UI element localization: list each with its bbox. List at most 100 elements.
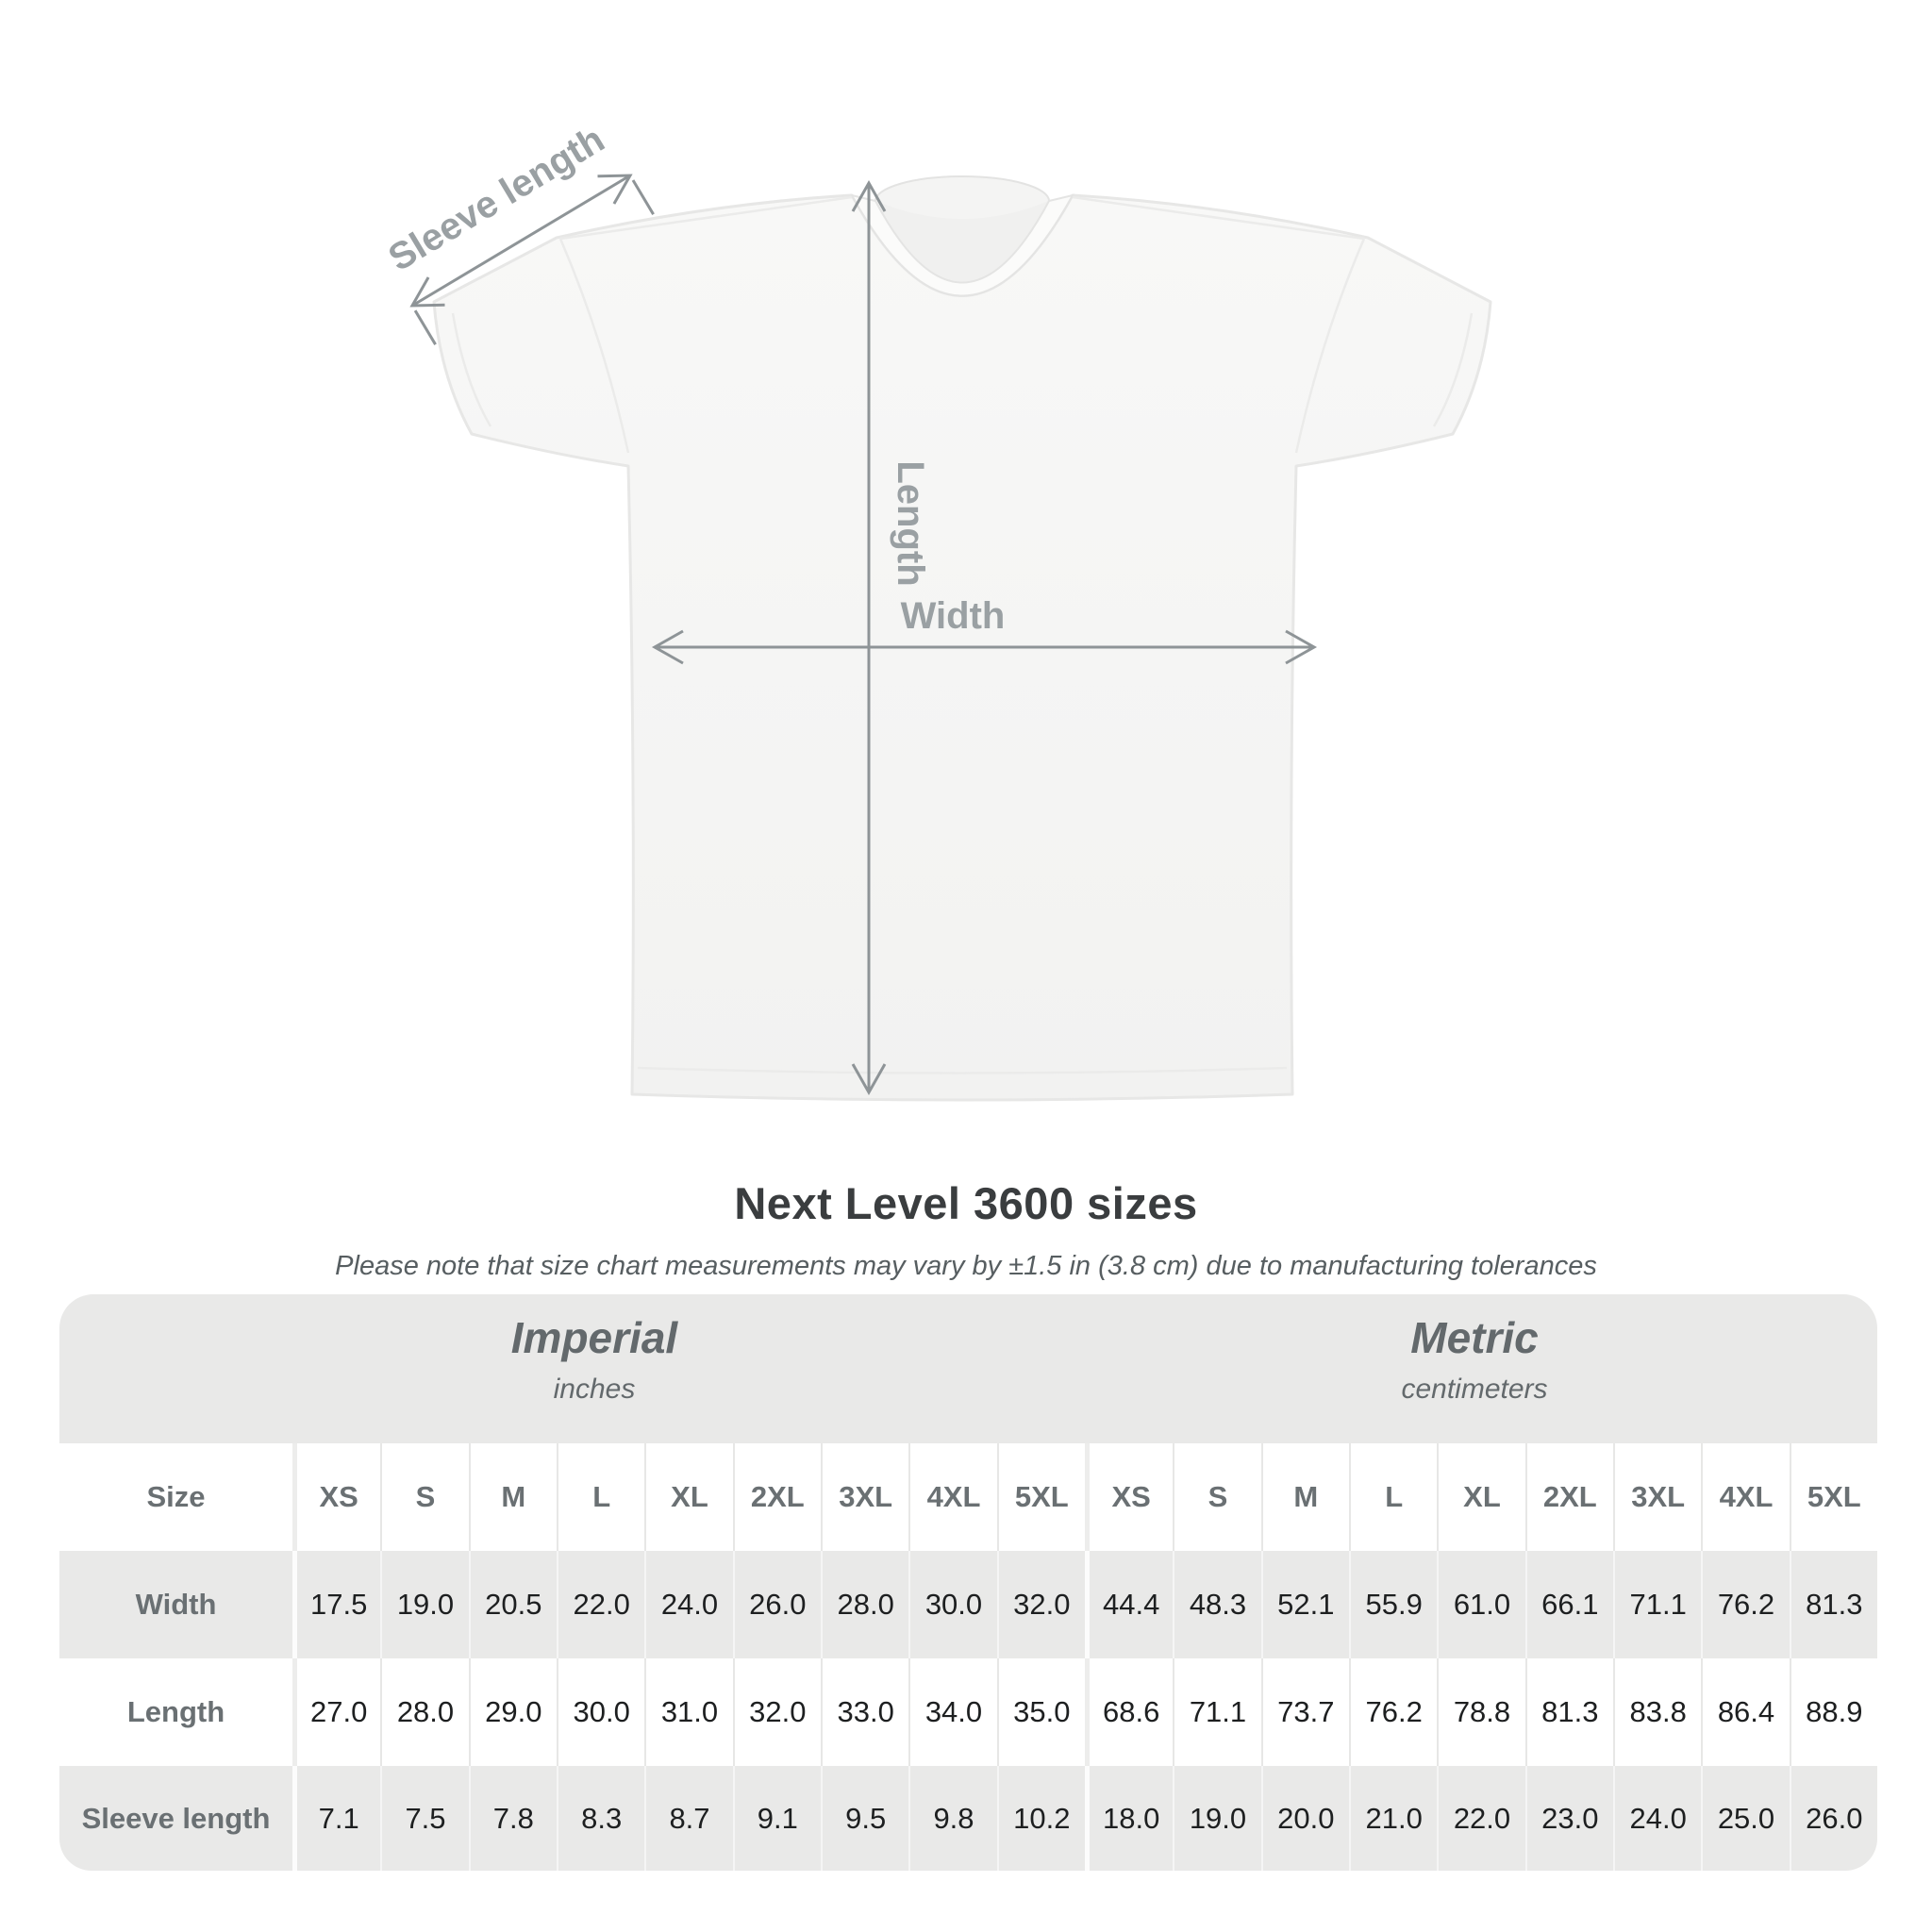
size-header-imperial-3xl: 3XL: [821, 1443, 908, 1551]
value-metric-l: 55.9: [1349, 1551, 1437, 1658]
width-label: Width: [901, 595, 1006, 637]
value-imperial-m: 20.5: [468, 1551, 557, 1658]
size-header-metric-3xl: 3XL: [1613, 1443, 1701, 1551]
size-header-imperial-4xl: 4XL: [908, 1443, 996, 1551]
length-arrowhead-bottom: [851, 1063, 887, 1096]
sleeve-arrowhead-bottom: [409, 276, 445, 308]
units-header-band: Imperial inches Metric centimeters: [59, 1294, 1877, 1443]
size-header-metric-xl: XL: [1437, 1443, 1524, 1551]
imperial-section-header: Imperial inches: [123, 1313, 1066, 1406]
value-metric-m: 20.0: [1260, 1766, 1349, 1871]
value-imperial-l: 8.3: [557, 1766, 644, 1871]
value-imperial-xs: 17.5: [292, 1551, 380, 1658]
value-metric-m: 73.7: [1260, 1658, 1349, 1766]
row-label: Length: [126, 1695, 225, 1728]
value-imperial-2xl: 9.1: [732, 1766, 821, 1871]
size-header-metric-s: S: [1173, 1443, 1260, 1551]
value-imperial-3xl: 33.0: [821, 1658, 908, 1766]
value-metric-5xl: 26.0: [1789, 1766, 1877, 1871]
dimension-lines: [409, 174, 1318, 1096]
imperial-title: Imperial: [510, 1313, 678, 1362]
value-metric-3xl: 83.8: [1613, 1658, 1701, 1766]
width-arrowhead-left: [651, 629, 684, 665]
value-imperial-s: 19.0: [380, 1551, 468, 1658]
tolerance-note: Please note that size chart measurements…: [335, 1251, 1597, 1281]
value-imperial-5xl: 32.0: [996, 1551, 1085, 1658]
value-imperial-xs: 7.1: [292, 1766, 380, 1871]
size-header-imperial-s: S: [380, 1443, 468, 1551]
value-imperial-5xl: 10.2: [996, 1766, 1085, 1871]
tshirt-collar-band: [850, 193, 1074, 297]
value-imperial-m: 29.0: [468, 1658, 557, 1766]
value-imperial-xl: 24.0: [644, 1551, 732, 1658]
sleeve-dimension-line: [411, 174, 631, 308]
value-metric-xs: 18.0: [1085, 1766, 1173, 1871]
value-imperial-4xl: 9.8: [908, 1766, 996, 1871]
value-imperial-3xl: 28.0: [821, 1551, 908, 1658]
size-header-imperial-xs: XS: [292, 1443, 380, 1551]
value-imperial-2xl: 32.0: [732, 1658, 821, 1766]
size-header-metric-5xl: 5XL: [1789, 1443, 1877, 1551]
value-metric-s: 19.0: [1173, 1766, 1260, 1871]
value-metric-4xl: 25.0: [1701, 1766, 1789, 1871]
value-metric-m: 52.1: [1260, 1551, 1349, 1658]
value-metric-3xl: 71.1: [1613, 1551, 1701, 1658]
value-metric-4xl: 76.2: [1701, 1551, 1789, 1658]
value-metric-2xl: 66.1: [1524, 1551, 1613, 1658]
size-header-imperial-l: L: [557, 1443, 644, 1551]
row-label: Sleeve length: [81, 1801, 271, 1835]
value-metric-xl: 61.0: [1437, 1551, 1524, 1658]
size-header-imperial-2xl: 2XL: [732, 1443, 821, 1551]
value-imperial-5xl: 35.0: [996, 1658, 1085, 1766]
size-header-metric-2xl: 2XL: [1524, 1443, 1613, 1551]
value-metric-3xl: 24.0: [1613, 1766, 1701, 1871]
value-metric-5xl: 81.3: [1789, 1551, 1877, 1658]
value-imperial-s: 28.0: [380, 1658, 468, 1766]
value-metric-4xl: 86.4: [1701, 1658, 1789, 1766]
size-header-metric-xs: XS: [1085, 1443, 1173, 1551]
value-metric-2xl: 23.0: [1524, 1766, 1613, 1871]
width-row: Width 17.5 19.0 20.5 22.0 24.0 26.0 28.0 30.0 32.…: [59, 1551, 1877, 1658]
page-title: Next Level 3600 sizes: [734, 1178, 1198, 1228]
value-imperial-xs: 27.0: [292, 1658, 380, 1766]
value-imperial-3xl: 9.5: [821, 1766, 908, 1871]
size-header-row: Size XS S M L XL 2XL 3XL 4XL 5XL XS S M L XL 2XL 3XL 4XL 5…: [59, 1443, 1877, 1551]
value-imperial-m: 7.8: [468, 1766, 557, 1871]
metric-units: centimeters: [1401, 1374, 1548, 1405]
size-column-header: Size: [146, 1480, 206, 1513]
value-metric-xs: 44.4: [1085, 1551, 1173, 1658]
value-imperial-4xl: 30.0: [908, 1551, 996, 1658]
value-metric-5xl: 88.9: [1789, 1658, 1877, 1766]
tshirt-diagram: Sleeve length Length Width: [381, 119, 1492, 1102]
width-arrowhead-right: [1285, 629, 1318, 665]
tshirt-seams: [451, 195, 1474, 1074]
length-row: Length 27.0 28.0 29.0 30.0 31.0 32.0 33.0 34.0 35…: [59, 1658, 1877, 1766]
value-metric-l: 76.2: [1349, 1658, 1437, 1766]
value-metric-s: 48.3: [1173, 1551, 1260, 1658]
value-metric-l: 21.0: [1349, 1766, 1437, 1871]
size-header-metric-l: L: [1349, 1443, 1437, 1551]
value-metric-s: 71.1: [1173, 1658, 1260, 1766]
value-imperial-2xl: 26.0: [732, 1551, 821, 1658]
size-header-metric-4xl: 4XL: [1701, 1443, 1789, 1551]
value-metric-xl: 78.8: [1437, 1658, 1524, 1766]
length-arrowhead-top: [851, 179, 887, 212]
value-imperial-4xl: 34.0: [908, 1658, 996, 1766]
size-header-imperial-xl: XL: [644, 1443, 732, 1551]
metric-section-header: Metric centimeters: [1003, 1313, 1932, 1406]
size-header-imperial-m: M: [468, 1443, 557, 1551]
value-imperial-s: 7.5: [380, 1766, 468, 1871]
value-imperial-l: 22.0: [557, 1551, 644, 1658]
value-imperial-xl: 8.7: [644, 1766, 732, 1871]
value-metric-xs: 68.6: [1085, 1658, 1173, 1766]
value-imperial-xl: 31.0: [644, 1658, 732, 1766]
length-label: Length: [890, 460, 931, 586]
value-imperial-l: 30.0: [557, 1658, 644, 1766]
size-header-imperial-5xl: 5XL: [996, 1443, 1085, 1551]
sleeve-length-row: Sleeve length 7.1 7.5 7.8 8.3 8.7 9.1 9.5 9.8 10.…: [59, 1766, 1877, 1871]
metric-title: Metric: [1410, 1313, 1539, 1362]
sleeve-extension-tick-bottom: [413, 309, 437, 345]
imperial-units: inches: [553, 1374, 636, 1405]
sleeve-extension-tick-top: [631, 179, 655, 215]
